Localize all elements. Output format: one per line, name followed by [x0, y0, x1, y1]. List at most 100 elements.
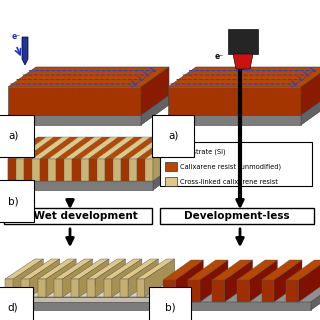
Polygon shape	[30, 259, 60, 297]
Text: Cross-linked calixarene resist: Cross-linked calixarene resist	[180, 179, 278, 185]
Polygon shape	[71, 259, 109, 279]
Polygon shape	[8, 115, 141, 125]
Polygon shape	[237, 260, 277, 280]
Polygon shape	[104, 259, 142, 279]
Polygon shape	[153, 137, 183, 181]
Text: c) Wet development: c) Wet development	[19, 211, 137, 221]
Text: Calixarene resist (unmodified): Calixarene resist (unmodified)	[180, 164, 281, 170]
Polygon shape	[22, 37, 28, 65]
Polygon shape	[72, 159, 81, 181]
Polygon shape	[8, 95, 169, 115]
Polygon shape	[97, 159, 105, 181]
Polygon shape	[121, 137, 159, 159]
Polygon shape	[105, 137, 143, 159]
Polygon shape	[48, 159, 56, 181]
Polygon shape	[163, 302, 311, 310]
Polygon shape	[5, 279, 13, 297]
Polygon shape	[120, 259, 158, 279]
Polygon shape	[5, 277, 183, 297]
Polygon shape	[8, 181, 153, 190]
Text: e⁻: e⁻	[12, 32, 21, 41]
Polygon shape	[301, 95, 320, 125]
Polygon shape	[8, 159, 183, 181]
Polygon shape	[64, 137, 102, 159]
Polygon shape	[286, 280, 299, 302]
Polygon shape	[141, 67, 169, 115]
Polygon shape	[5, 282, 183, 302]
Bar	[165, 177, 177, 186]
Polygon shape	[212, 280, 225, 302]
Text: b): b)	[8, 196, 19, 206]
Polygon shape	[24, 137, 62, 159]
Polygon shape	[89, 159, 97, 181]
Polygon shape	[137, 159, 145, 181]
Polygon shape	[8, 137, 46, 159]
Polygon shape	[301, 67, 320, 115]
Polygon shape	[8, 159, 16, 181]
Text: d): d)	[7, 303, 18, 313]
Polygon shape	[24, 159, 32, 181]
Polygon shape	[237, 280, 249, 302]
Polygon shape	[153, 159, 183, 190]
Polygon shape	[163, 282, 320, 302]
Text: Substrate (Si): Substrate (Si)	[180, 149, 226, 155]
Polygon shape	[62, 259, 92, 297]
Polygon shape	[274, 260, 302, 302]
Polygon shape	[168, 87, 301, 115]
Polygon shape	[299, 260, 320, 302]
Polygon shape	[81, 159, 89, 181]
Polygon shape	[153, 282, 183, 310]
Bar	[165, 162, 177, 171]
Polygon shape	[200, 260, 228, 302]
Polygon shape	[188, 280, 200, 302]
Text: e⁻: e⁻	[215, 52, 224, 61]
Polygon shape	[112, 259, 142, 297]
Polygon shape	[95, 259, 125, 297]
Polygon shape	[105, 159, 113, 181]
Polygon shape	[38, 279, 46, 297]
Polygon shape	[87, 259, 125, 279]
Polygon shape	[40, 159, 48, 181]
Polygon shape	[38, 259, 76, 279]
Polygon shape	[141, 95, 169, 125]
Polygon shape	[8, 67, 169, 87]
Polygon shape	[32, 137, 70, 159]
Bar	[165, 147, 177, 156]
Polygon shape	[89, 137, 127, 159]
Polygon shape	[40, 137, 78, 159]
Polygon shape	[153, 277, 183, 302]
Polygon shape	[137, 259, 175, 279]
Polygon shape	[64, 159, 72, 181]
Polygon shape	[113, 159, 121, 181]
Polygon shape	[71, 279, 79, 297]
Polygon shape	[262, 280, 274, 302]
Polygon shape	[311, 282, 320, 310]
Polygon shape	[212, 260, 253, 280]
Polygon shape	[16, 137, 54, 159]
FancyBboxPatch shape	[160, 208, 314, 224]
Polygon shape	[188, 260, 228, 280]
Polygon shape	[225, 260, 253, 302]
Polygon shape	[175, 260, 203, 302]
Polygon shape	[97, 137, 135, 159]
FancyBboxPatch shape	[160, 142, 312, 186]
Polygon shape	[286, 260, 320, 280]
Polygon shape	[21, 259, 60, 279]
Polygon shape	[249, 260, 277, 302]
Polygon shape	[8, 87, 141, 115]
Text: a): a)	[168, 131, 178, 141]
Polygon shape	[113, 137, 151, 159]
Polygon shape	[137, 279, 145, 297]
Polygon shape	[137, 137, 175, 159]
Polygon shape	[46, 259, 76, 297]
Polygon shape	[104, 279, 112, 297]
Polygon shape	[56, 137, 94, 159]
Polygon shape	[21, 279, 30, 297]
Polygon shape	[163, 260, 203, 280]
Polygon shape	[168, 115, 301, 125]
Polygon shape	[13, 259, 43, 297]
Polygon shape	[129, 137, 167, 159]
Polygon shape	[5, 302, 153, 310]
Polygon shape	[233, 54, 253, 69]
Polygon shape	[228, 29, 258, 54]
